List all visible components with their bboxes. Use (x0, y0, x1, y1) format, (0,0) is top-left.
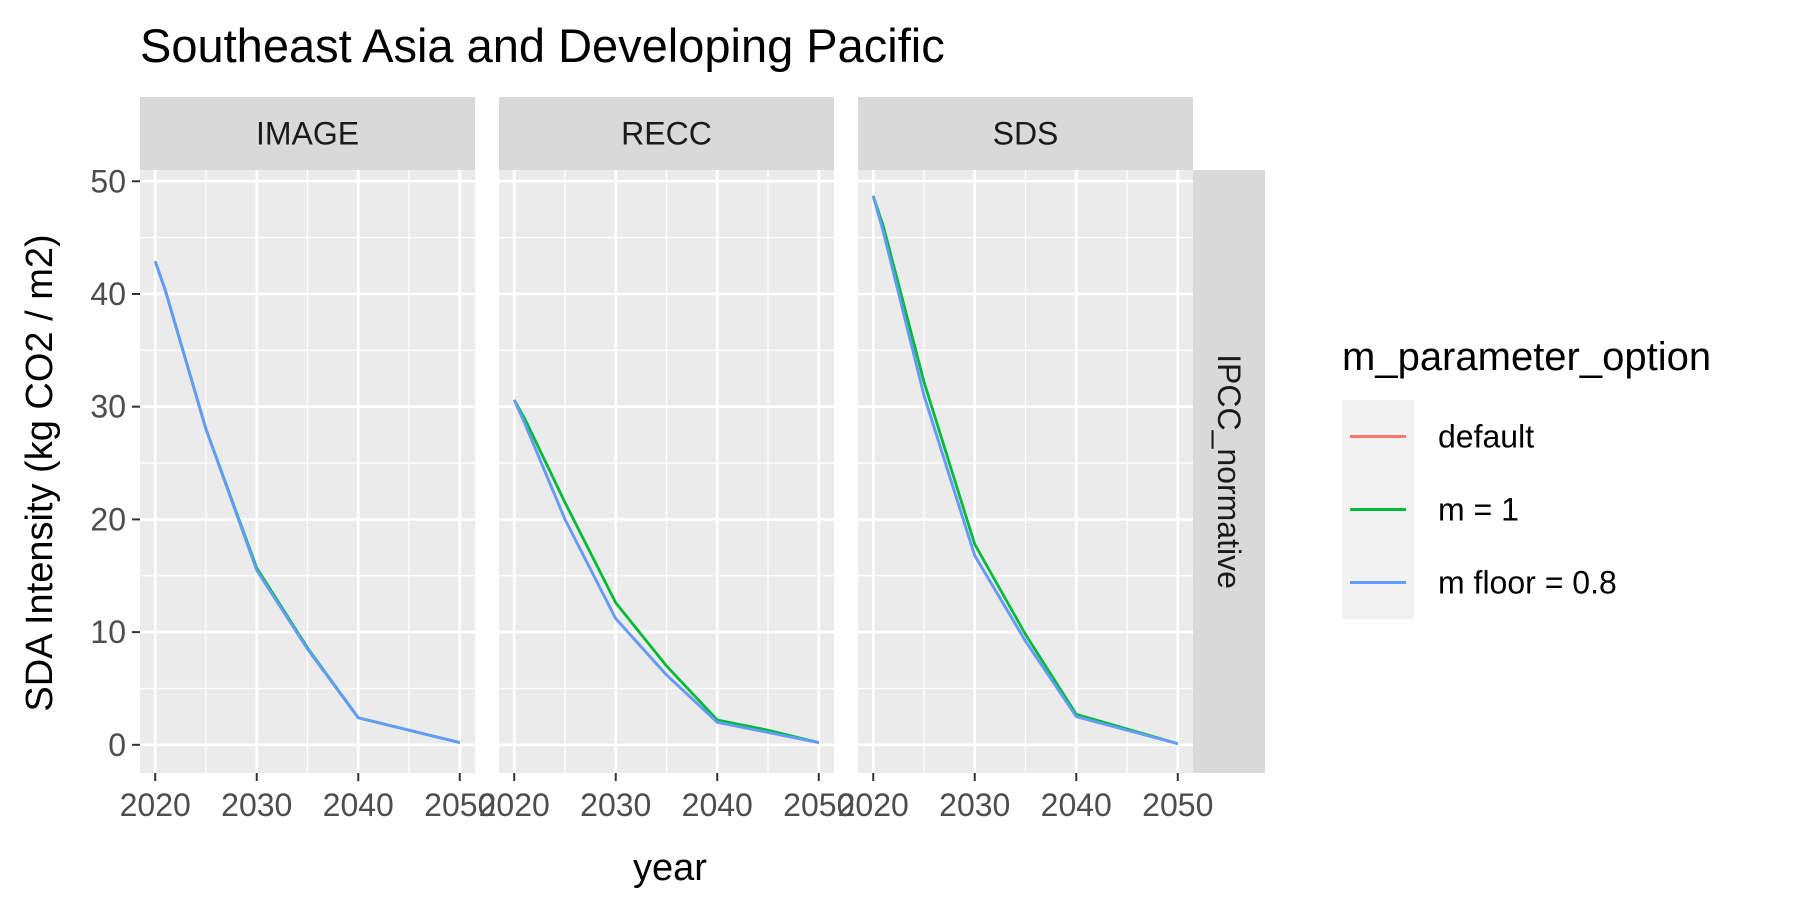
series-line (512, 399, 820, 744)
y-tick-label: 50 (90, 163, 126, 199)
series-line (153, 260, 461, 744)
legend-title: m_parameter_option (1342, 335, 1711, 379)
x-tick-label: 2020 (120, 787, 191, 823)
y-tick-label: 30 (90, 389, 126, 425)
facet-strip-label: IMAGE (256, 116, 359, 152)
facet-strip (499, 97, 834, 170)
y-tick-label: 0 (108, 727, 126, 763)
y-tick-label: 10 (90, 614, 126, 650)
facet-panel: SDS 2020 2030 2040 2050 IPCC_normative (838, 97, 1265, 823)
legend-entry-label: m floor = 0.8 (1438, 565, 1617, 601)
x-tick-label: 2030 (580, 787, 651, 823)
x-tick-label: 2050 (424, 787, 495, 823)
series-line (871, 195, 1179, 746)
facet-strip (858, 97, 1193, 170)
y-tick-label: 20 (90, 501, 126, 537)
facet-panel: RECC 2020 2030 2040 2050 (479, 97, 854, 823)
x-tick-label: 2050 (1142, 787, 1213, 823)
facet-strip (140, 97, 475, 170)
y-axis-title: SDA Intensity (kg CO2 / m2) (19, 234, 61, 711)
x-axis-title: year (633, 847, 707, 889)
legend-entry-label: m = 1 (1438, 492, 1519, 528)
y-tick-label: 40 (90, 276, 126, 312)
facet-strip-label: SDS (993, 116, 1059, 152)
legend-entry-label: default (1438, 419, 1534, 455)
row-facet-strip (1193, 170, 1265, 773)
row-facet-strip-label: IPCC_normative (1211, 354, 1247, 589)
series-line (512, 399, 820, 744)
x-tick-label: 2050 (783, 787, 854, 823)
facet-strip-label: RECC (621, 116, 712, 152)
x-tick-label: 2040 (323, 787, 394, 823)
x-tick-label: 2030 (939, 787, 1010, 823)
x-tick-label: 2020 (479, 787, 550, 823)
x-tick-label: 2040 (1041, 787, 1112, 823)
chart-title: Southeast Asia and Developing Pacific (140, 19, 945, 72)
x-tick-label: 2030 (221, 787, 292, 823)
x-tick-label: 2040 (682, 787, 753, 823)
x-tick-label: 2020 (838, 787, 909, 823)
